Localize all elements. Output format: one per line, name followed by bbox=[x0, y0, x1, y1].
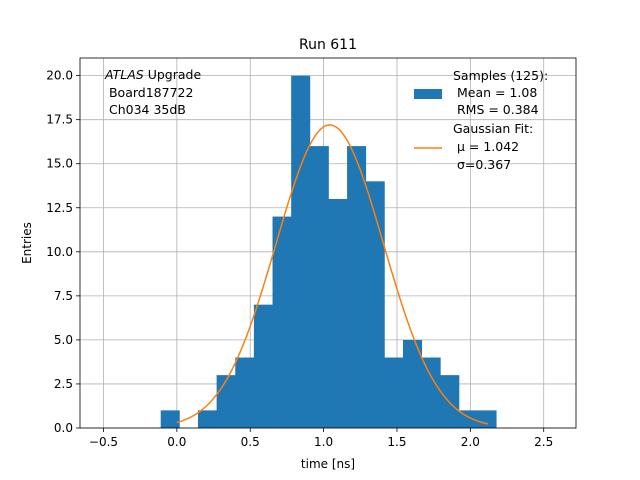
histogram-bar-4 bbox=[235, 357, 255, 428]
legend-samples-line-2: Mean = 1.08 bbox=[453, 85, 537, 100]
x-tick-label-2: 0.5 bbox=[241, 435, 260, 449]
legend: Samples (125): Mean = 1.08 RMS = 0.384 G… bbox=[414, 68, 548, 172]
x-tick-label-1: 0.0 bbox=[167, 435, 186, 449]
histogram-bar-3 bbox=[216, 375, 236, 428]
y-tick-label-0: 0.0 bbox=[54, 421, 73, 435]
histogram-bar-2 bbox=[197, 410, 218, 428]
histogram-bar-12 bbox=[384, 357, 404, 428]
annotation-line-3: Ch034 35dB bbox=[105, 102, 186, 117]
x-tick-label-4: 1.5 bbox=[387, 435, 406, 449]
y-tick-label-7: 17.5 bbox=[46, 113, 73, 127]
histogram-bar-7 bbox=[291, 75, 311, 428]
legend-samples-line-1: Samples (125): bbox=[453, 68, 548, 83]
histogram-bar-14 bbox=[421, 357, 441, 428]
x-axis-label: time [ns] bbox=[301, 457, 355, 471]
histogram-bar-10 bbox=[347, 146, 367, 428]
histogram-bar-8 bbox=[309, 146, 329, 428]
legend-samples-line-3: RMS = 0.384 bbox=[453, 102, 539, 117]
x-tick-label-5: 2.0 bbox=[461, 435, 480, 449]
x-tick-label-0: −0.5 bbox=[89, 435, 118, 449]
x-tick-label-3: 1.0 bbox=[314, 435, 333, 449]
annotation-line-2: Board187722 bbox=[105, 85, 193, 100]
legend-fit-line-3: σ=0.367 bbox=[453, 157, 511, 172]
histogram-bar-17 bbox=[477, 410, 497, 428]
histogram-bar-6 bbox=[272, 216, 292, 428]
y-axis-ticks: 0.0 2.5 5.0 7.5 10.0 12.5 15.0 17.5 20.0 bbox=[46, 69, 80, 435]
y-axis-label: Entries bbox=[20, 222, 34, 264]
histogram-bar-9 bbox=[328, 198, 348, 428]
histogram-bar-11 bbox=[365, 181, 385, 428]
gaussian-fit-curve bbox=[176, 124, 489, 425]
legend-fit-line-2: μ = 1.042 bbox=[453, 139, 519, 154]
annotation-box: ATLAS Upgrade Board187722 Ch034 35dB bbox=[104, 67, 201, 117]
y-tick-label-1: 2.5 bbox=[54, 377, 73, 391]
histogram-bar-0 bbox=[160, 410, 180, 428]
annotation-italic-word: ATLAS bbox=[104, 67, 144, 82]
histogram-bar-5 bbox=[253, 304, 273, 428]
x-axis-ticks: −0.5 0.0 0.5 1.0 1.5 2.0 2.5 bbox=[89, 428, 553, 449]
y-tick-label-2: 5.0 bbox=[54, 333, 73, 347]
histogram-bar-13 bbox=[402, 339, 423, 428]
annotation-line-1: ATLAS Upgrade bbox=[104, 67, 201, 82]
x-tick-label-6: 2.5 bbox=[534, 435, 553, 449]
y-tick-label-5: 12.5 bbox=[46, 201, 73, 215]
y-tick-label-6: 15.0 bbox=[46, 157, 73, 171]
legend-fit-line-1: Gaussian Fit: bbox=[453, 121, 533, 136]
y-tick-label-4: 10.0 bbox=[46, 245, 73, 259]
histogram-bar-15 bbox=[440, 375, 460, 428]
legend-samples-patch bbox=[414, 89, 442, 99]
chart-title: Run 611 bbox=[299, 37, 357, 53]
plot-frame bbox=[79, 57, 577, 429]
annotation-rest: Upgrade bbox=[144, 67, 202, 82]
y-tick-label-8: 20.0 bbox=[46, 69, 73, 83]
y-tick-label-3: 7.5 bbox=[54, 289, 73, 303]
